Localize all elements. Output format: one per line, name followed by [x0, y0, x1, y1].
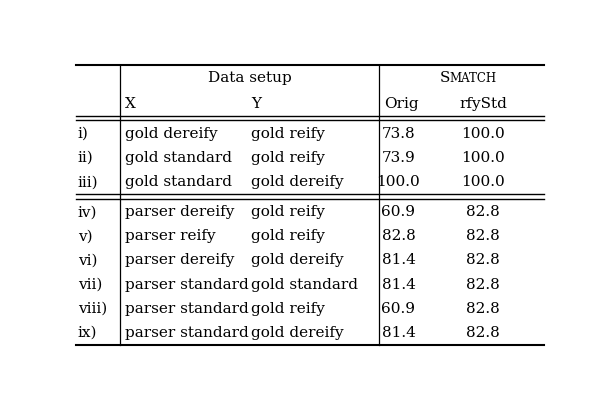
Text: 81.4: 81.4	[382, 253, 416, 268]
Text: Y: Y	[251, 97, 261, 111]
Text: ix): ix)	[78, 326, 97, 340]
Text: 73.9: 73.9	[382, 151, 416, 165]
Text: 81.4: 81.4	[382, 278, 416, 292]
Text: parser standard: parser standard	[124, 302, 248, 316]
Text: rfyStd: rfyStd	[459, 97, 507, 111]
Text: Data setup: Data setup	[208, 71, 291, 85]
Text: 82.8: 82.8	[382, 229, 416, 243]
Text: 73.8: 73.8	[382, 127, 416, 141]
Text: gold dereify: gold dereify	[251, 253, 344, 268]
Text: viii): viii)	[78, 302, 107, 316]
Text: vii): vii)	[78, 278, 102, 292]
Text: gold reify: gold reify	[251, 151, 325, 165]
Text: gold standard: gold standard	[124, 175, 232, 189]
Text: 60.9: 60.9	[382, 205, 416, 219]
Text: 82.8: 82.8	[466, 253, 500, 268]
Text: MATCH: MATCH	[449, 72, 496, 85]
Text: vi): vi)	[78, 253, 97, 268]
Text: 81.4: 81.4	[382, 326, 416, 340]
Text: parser standard: parser standard	[124, 326, 248, 340]
Text: 82.8: 82.8	[466, 302, 500, 316]
Text: 100.0: 100.0	[461, 175, 504, 189]
Text: 100.0: 100.0	[377, 175, 420, 189]
Text: gold standard: gold standard	[124, 151, 232, 165]
Text: iii): iii)	[78, 175, 98, 189]
Text: 82.8: 82.8	[466, 278, 500, 292]
Text: S: S	[440, 71, 451, 85]
Text: gold reify: gold reify	[251, 127, 325, 141]
Text: parser standard: parser standard	[124, 278, 248, 292]
Text: gold reify: gold reify	[251, 229, 325, 243]
Text: X: X	[124, 97, 135, 111]
Text: i): i)	[78, 127, 89, 141]
Text: iv): iv)	[78, 205, 97, 219]
Text: 100.0: 100.0	[461, 151, 504, 165]
Text: gold reify: gold reify	[251, 302, 325, 316]
Text: Orig: Orig	[385, 97, 419, 111]
Text: parser dereify: parser dereify	[124, 253, 234, 268]
Text: gold reify: gold reify	[251, 205, 325, 219]
Text: 82.8: 82.8	[466, 326, 500, 340]
Text: gold dereify: gold dereify	[251, 175, 344, 189]
Text: 100.0: 100.0	[461, 127, 504, 141]
Text: 82.8: 82.8	[466, 205, 500, 219]
Text: 60.9: 60.9	[382, 302, 416, 316]
Text: ii): ii)	[78, 151, 94, 165]
Text: parser dereify: parser dereify	[124, 205, 234, 219]
Text: parser reify: parser reify	[124, 229, 215, 243]
Text: gold standard: gold standard	[251, 278, 358, 292]
Text: 82.8: 82.8	[466, 229, 500, 243]
Text: gold dereify: gold dereify	[124, 127, 217, 141]
Text: gold dereify: gold dereify	[251, 326, 344, 340]
Text: v): v)	[78, 229, 92, 243]
